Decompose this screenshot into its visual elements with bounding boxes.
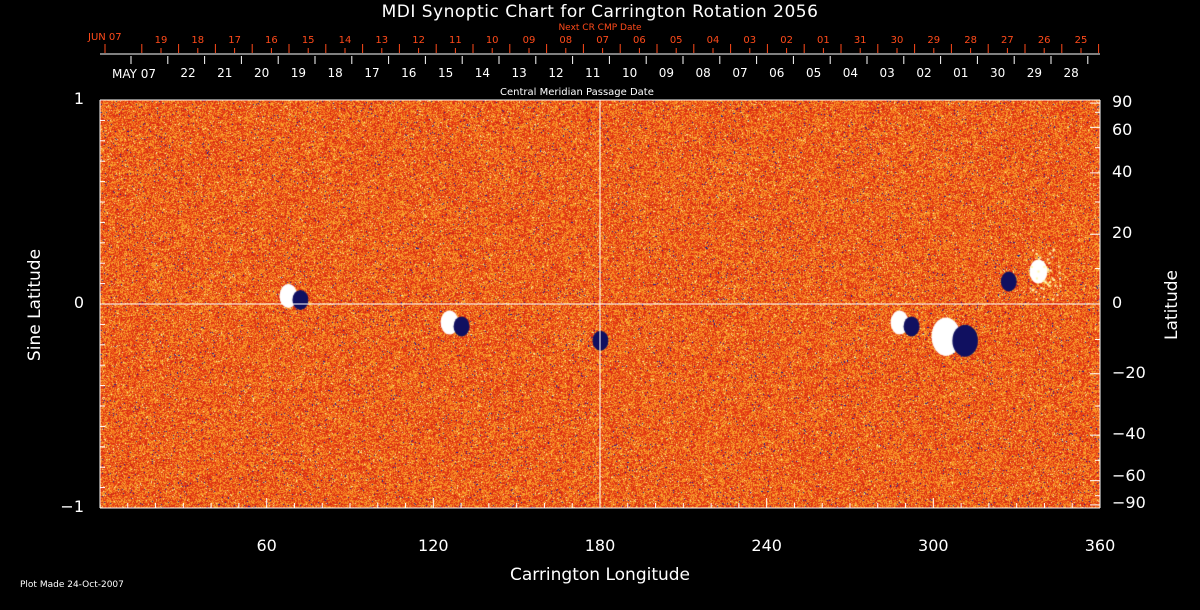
next-cr-date-label: 31 xyxy=(853,35,867,46)
cmp-date-label: 22 xyxy=(180,66,196,80)
cmp-date-label: 19 xyxy=(290,66,307,80)
y-axis-label-left: Sine Latitude xyxy=(25,248,45,362)
next-cr-date-label: 01 xyxy=(817,35,830,46)
y-tick-label-right: −60 xyxy=(1112,465,1146,485)
x-tick-label: 240 xyxy=(751,536,782,555)
cmp-date-label: 06 xyxy=(769,66,785,80)
plot-made-date: Plot Made 24-Oct-2007 xyxy=(20,580,124,590)
next-cr-date-label: 29 xyxy=(927,35,941,46)
next-cr-date-label: 17 xyxy=(228,35,241,46)
x-tick-label: 300 xyxy=(918,536,949,555)
cmp-date-label: 11 xyxy=(585,66,601,80)
next-cr-date-label: 10 xyxy=(485,35,499,46)
cmp-date-label: 14 xyxy=(474,66,491,80)
cmp-date-label: 03 xyxy=(879,66,895,80)
cmp-date-label: 13 xyxy=(511,66,527,80)
y-tick-label-right: 0 xyxy=(1112,293,1123,312)
x-tick-label: 120 xyxy=(418,536,449,555)
y-tick-label-right: −90 xyxy=(1112,493,1146,512)
cmp-date-label: 10 xyxy=(621,66,638,80)
next-cr-date-label: 07 xyxy=(596,35,609,46)
y-tick-label-right: 60 xyxy=(1112,120,1133,140)
next-cr-date-label: 26 xyxy=(1037,35,1051,46)
cmp-date-label: 21 xyxy=(217,66,233,80)
next-cr-date-label: 06 xyxy=(633,35,646,46)
next-cr-date-label: 15 xyxy=(301,35,315,46)
cmp-date-label: 01 xyxy=(953,66,969,80)
cmp-date-label: 16 xyxy=(401,66,417,80)
next-cr-axis-label: Next CR CMP Date xyxy=(558,23,642,33)
y-tick-label-right: 20 xyxy=(1112,223,1133,243)
cmp-date-label: 02 xyxy=(916,66,932,80)
next-cr-date-label: 16 xyxy=(265,35,278,46)
y-tick-label-right: −20 xyxy=(1112,362,1146,382)
y-tick-label-left: 1 xyxy=(73,89,84,108)
next-cr-date-label: 09 xyxy=(522,35,536,46)
next-cr-date-label: 25 xyxy=(1074,35,1088,46)
x-tick-label: 360 xyxy=(1084,536,1116,555)
cmp-date-label: 07 xyxy=(732,66,748,80)
next-cr-date-label: 19 xyxy=(154,35,168,46)
cmp-date-label: 29 xyxy=(1026,66,1043,80)
next-cr-date-label: 12 xyxy=(412,35,425,46)
cmp-first-label: MAY 07 xyxy=(112,67,157,81)
next-cr-date-label: 03 xyxy=(743,35,757,46)
next-cr-date-label: 13 xyxy=(375,35,389,46)
next-cr-first-label: JUN 07 xyxy=(88,32,122,43)
next-cr-date-label: 28 xyxy=(964,35,977,46)
cmp-date-label: 28 xyxy=(1063,66,1079,80)
cmp-date-label: 12 xyxy=(548,66,564,80)
cmp-date-label: 04 xyxy=(842,66,859,80)
y-tick-label-right: 40 xyxy=(1112,161,1133,181)
next-cr-date-label: 04 xyxy=(706,35,720,46)
next-cr-date-label: 27 xyxy=(1001,35,1014,46)
next-cr-date-label: 05 xyxy=(669,35,683,46)
next-cr-date-label: 18 xyxy=(191,35,205,46)
x-axis-label: Carrington Longitude xyxy=(509,565,691,585)
y-tick-label-left: −1 xyxy=(60,497,84,516)
y-tick-label-right: −40 xyxy=(1112,424,1146,444)
next-cr-date-label: 30 xyxy=(890,35,904,46)
y-tick-label-left: 0 xyxy=(73,293,84,312)
y-tick-label-right: 90 xyxy=(1112,92,1133,111)
cmp-date-label: 08 xyxy=(695,66,711,80)
chart-title: MDI Synoptic Chart for Carrington Rotati… xyxy=(381,2,819,22)
next-cr-date-label: 11 xyxy=(449,35,462,46)
cmp-date-label: 15 xyxy=(437,66,454,80)
cmp-date-label: 17 xyxy=(364,66,380,80)
cmp-date-label: 18 xyxy=(327,66,343,80)
cmp-date-label: 09 xyxy=(658,66,675,80)
y-axis-label-right: Latitude xyxy=(1162,270,1182,340)
cmp-date-label: 20 xyxy=(253,66,270,80)
x-tick-label: 180 xyxy=(584,536,616,555)
next-cr-date-label: 14 xyxy=(338,35,352,46)
next-cr-date-label: 08 xyxy=(559,35,573,46)
x-tick-label: 60 xyxy=(256,536,277,555)
cmp-axis-label: Central Meridian Passage Date xyxy=(500,87,654,98)
cmp-date-label: 30 xyxy=(989,66,1006,80)
next-cr-date-label: 02 xyxy=(780,35,793,46)
cmp-date-label: 05 xyxy=(805,66,822,80)
